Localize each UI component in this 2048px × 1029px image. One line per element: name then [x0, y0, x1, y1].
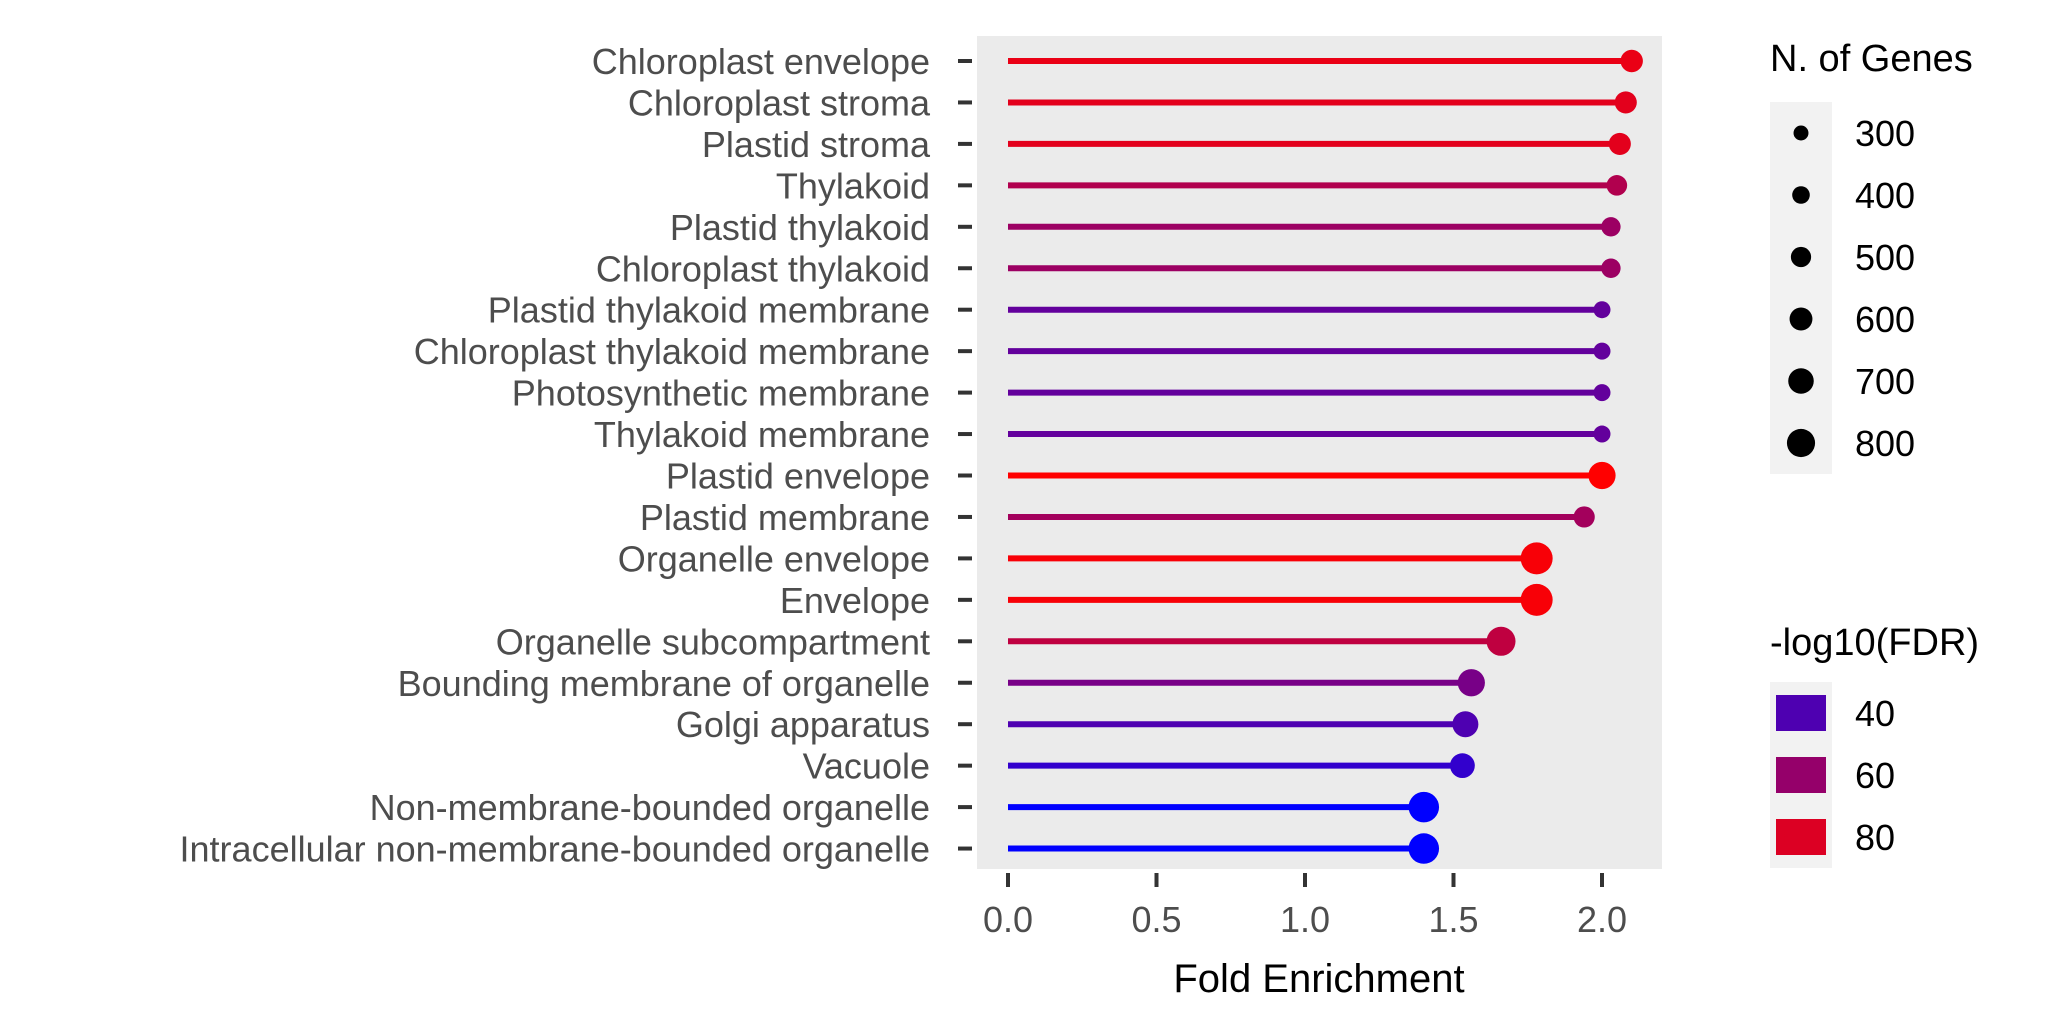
x-axis-title: Fold Enrichment — [1173, 957, 1464, 1001]
size-legend-dot — [1790, 246, 1812, 268]
color-legend-label: 40 — [1855, 693, 1895, 734]
lollipop-point — [1408, 791, 1440, 823]
category-label: Vacuole — [803, 746, 930, 787]
lollipop-point — [1606, 175, 1628, 196]
size-legend-label: 800 — [1855, 423, 1915, 464]
category-label: Organelle subcompartment — [496, 621, 930, 662]
color-legend-label: 60 — [1855, 755, 1895, 796]
lollipop-point — [1593, 342, 1611, 360]
category-label: Thylakoid — [776, 165, 930, 206]
color-legend-dot — [1784, 758, 1818, 792]
category-label: Organelle envelope — [618, 538, 930, 579]
size-legend-dot — [1793, 125, 1809, 141]
x-tick-label: 0.5 — [1131, 899, 1181, 940]
lollipop-point — [1620, 49, 1643, 73]
lollipop-point — [1520, 583, 1553, 616]
size-legend-title: N. of Genes — [1770, 38, 1973, 80]
category-label: Chloroplast thylakoid membrane — [414, 331, 930, 372]
size-legend-label: 600 — [1855, 299, 1915, 340]
size-legend-label: 700 — [1855, 361, 1915, 402]
lollipop-point — [1452, 711, 1479, 738]
x-tick-label: 1.0 — [1280, 899, 1330, 940]
category-label: Golgi apparatus — [676, 704, 930, 745]
category-label: Plastid membrane — [640, 497, 930, 538]
lollipop-point — [1520, 542, 1553, 575]
category-label: Chloroplast stroma — [628, 82, 931, 123]
category-label: Bounding membrane of organelle — [398, 663, 930, 704]
size-legend-dot — [1789, 307, 1813, 331]
lollipop-point — [1486, 626, 1516, 656]
stems-layer — [1008, 58, 1632, 852]
lollipop-point — [1593, 384, 1611, 402]
color-legend: 40 60 80 — [1776, 693, 1895, 858]
color-legend-title: -log10(FDR) — [1770, 622, 1979, 664]
lollipop-point — [1408, 833, 1440, 864]
size-legend-label: 500 — [1855, 237, 1915, 278]
lollipop-point — [1614, 91, 1637, 114]
category-label: Non-membrane-bounded organelle — [370, 787, 930, 828]
x-tick-label: 0.0 — [983, 899, 1033, 940]
x-axis: 0.0 0.5 1.0 1.5 2.0 — [983, 873, 1627, 940]
ticks-layer — [958, 59, 972, 851]
category-label: Plastid stroma — [702, 124, 931, 165]
lollipop-point — [1450, 753, 1475, 779]
lollipop-point — [1593, 301, 1611, 319]
lollipop-point — [1601, 258, 1621, 278]
size-legend-dot — [1792, 186, 1810, 204]
category-label: Plastid thylakoid membrane — [488, 290, 930, 331]
category-label: Chloroplast envelope — [592, 41, 930, 82]
category-label: Envelope — [780, 580, 930, 621]
color-legend-dot — [1784, 696, 1818, 730]
x-tick-label: 2.0 — [1577, 899, 1627, 940]
category-label: Thylakoid membrane — [594, 414, 930, 455]
color-legend-dot — [1784, 820, 1818, 854]
x-tick-label: 1.5 — [1428, 899, 1478, 940]
size-legend-dot — [1786, 428, 1816, 458]
size-legend-label: 400 — [1855, 175, 1915, 216]
category-label: Photosynthetic membrane — [512, 373, 930, 414]
category-label: Plastid thylakoid — [670, 207, 930, 248]
color-legend-label: 80 — [1855, 817, 1895, 858]
plot-panel — [977, 36, 1662, 869]
points-layer — [1408, 49, 1643, 864]
lollipop-point — [1608, 132, 1631, 155]
lollipop-point — [1601, 217, 1621, 237]
lollipop-point — [1457, 669, 1485, 697]
size-legend-keys-bg — [1770, 102, 1832, 474]
lollipop-point — [1573, 506, 1595, 528]
category-label: Intracellular non-membrane-bounded organ… — [180, 829, 930, 870]
size-legend: 300 400 500 600 700 800 — [1786, 113, 1915, 464]
size-legend-dot — [1788, 368, 1814, 394]
lollipop-point — [1593, 425, 1611, 443]
size-legend-label: 300 — [1855, 113, 1915, 154]
category-label: Plastid envelope — [666, 456, 930, 497]
category-label: Chloroplast thylakoid — [596, 248, 930, 289]
lollipop-point — [1588, 461, 1616, 490]
